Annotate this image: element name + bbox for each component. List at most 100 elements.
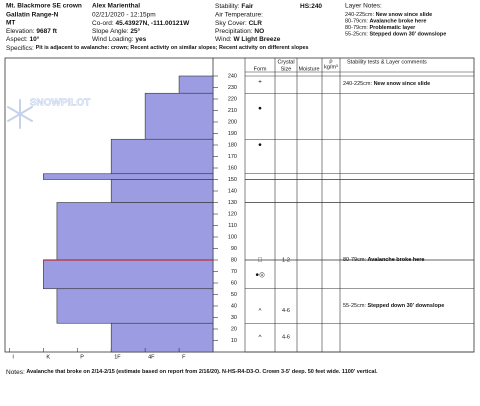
hardness-bar (110, 138, 214, 175)
value: CLR (249, 20, 263, 27)
air-temp: Air Temperature: (215, 12, 263, 19)
label: Specifics: (6, 45, 34, 52)
layer-note: 55-25cm: Stepped down 30' downslope (345, 32, 446, 38)
y-tick-label: 80 (231, 257, 237, 263)
text: Avalanche broke here (369, 19, 426, 25)
label: Stability: (215, 3, 240, 10)
hardness-bar (43, 173, 214, 180)
crystal-form: □ (258, 257, 262, 264)
value: Pit is adjacent to avalanche: crown; Rec… (36, 45, 309, 51)
x-tick-label: P (80, 354, 84, 360)
col-density: ρ (329, 58, 332, 64)
crystal-size: 1-2 (282, 257, 290, 263)
y-tick-label: 160 (228, 165, 237, 171)
text: Problematic layer (369, 25, 416, 31)
hardness-bar (43, 259, 214, 290)
value: 45.43927N, -111.00121W (116, 20, 191, 27)
coord: Co-ord: 45.43927N, -111.00121W (92, 20, 190, 27)
crystal-form: ^ (258, 307, 262, 314)
aspect: Aspect: 10° (6, 35, 40, 43)
range: 80-79cm: (345, 25, 368, 31)
value: yes (135, 36, 146, 43)
value: NO (254, 28, 264, 35)
value: Fair (241, 3, 253, 10)
label: Precipitation: (215, 28, 253, 35)
hardness-bar (56, 202, 214, 261)
crystal-form: ● (258, 105, 262, 112)
hardness-bar (178, 75, 214, 94)
label: Aspect: (6, 36, 28, 43)
label: Wind Loading: (92, 36, 134, 43)
y-tick-label: 110 (228, 223, 237, 229)
value: 10° (30, 35, 40, 43)
stability: Stability: Fair (215, 3, 254, 10)
precip: Precipitation: NO (215, 28, 264, 35)
y-tick-label: 210 (228, 108, 237, 114)
y-tick-label: 130 (228, 200, 237, 206)
crystal-size: 4-6 (282, 335, 290, 341)
text: Avalanche broke here (367, 257, 424, 263)
range: Gallatin Range-N (6, 12, 59, 19)
hs: HS:240 (300, 3, 322, 10)
logo: SNOWPILOT (7, 97, 91, 129)
crystal-form: ^ (258, 334, 262, 341)
value: 9687 ft (36, 28, 57, 35)
sky: Sky Cover: CLR (215, 20, 262, 27)
hardness-bar (110, 179, 214, 203)
range: 240-225cm: (343, 82, 373, 88)
value: 25° (130, 27, 140, 35)
y-tick-label: 120 (228, 211, 237, 217)
label: Co-ord: (92, 20, 114, 27)
label: Elevation: (6, 28, 35, 35)
y-tick-label: 240 (228, 73, 237, 79)
y-tick-label: 60 (231, 280, 237, 286)
text: Stepped down 30' downslope (369, 32, 446, 38)
y-tick-label: 10 (231, 338, 237, 344)
elevation: Elevation: 9687 ft (6, 28, 58, 35)
crystal-form: + (258, 78, 262, 85)
datetime: 02/21/2020 - 12:15pm (92, 12, 156, 19)
text: New snow since slide (374, 82, 431, 88)
x-tick-label: I (12, 354, 14, 360)
value: W Light Breeze (233, 36, 280, 43)
y-tick-label: 200 (228, 119, 237, 125)
label: Slope Angle: (92, 28, 129, 35)
label: HS: (300, 3, 311, 10)
text: Stepped down 30' downslope (367, 303, 444, 309)
y-tick-label: 50 (231, 292, 237, 298)
slope-angle: Slope Angle: 25° (92, 27, 141, 35)
value: 240 (311, 3, 322, 10)
layer-comment: 240-225cm: New snow since slide (343, 82, 430, 88)
layer-comment: 55-25cm: Stepped down 30' downslope (343, 303, 444, 309)
problem-layer (43, 259, 214, 261)
y-tick-label: 230 (228, 85, 237, 91)
y-tick-label: 220 (228, 96, 237, 102)
y-tick-label: 190 (228, 131, 237, 137)
col-density-unit: kg/m³ (324, 64, 338, 70)
range: 80-79cm: (343, 257, 366, 263)
y-tick-label: 30 (231, 315, 237, 321)
state: MT (6, 20, 15, 27)
range: 80-79cm: (345, 19, 368, 25)
layer-note: 80-79cm: Problematic layer (345, 25, 416, 31)
notes: Notes: Avalanche that broke on 2/14-2/15… (6, 369, 378, 376)
y-tick-label: 150 (228, 177, 237, 183)
location: Mt. Blackmore SE crown (6, 3, 82, 10)
y-tick-label: 20 (231, 326, 237, 332)
layer-note: 80-79cm: Avalanche broke here (345, 19, 426, 25)
label: Notes: (6, 369, 25, 376)
x-tick-label: K (46, 354, 50, 360)
label: Wind: (215, 36, 232, 43)
observer: Alex Marienthal (92, 3, 140, 10)
col-comments: Stability tests & Layer comments (347, 59, 427, 65)
crystal-size: 4-6 (282, 308, 290, 314)
wind: Wind: W Light Breeze (215, 36, 281, 43)
y-tick-label: 90 (231, 246, 237, 252)
text: New snow since slide (376, 12, 433, 18)
crystal-form: ●◎ (255, 272, 265, 279)
range: 55-25cm: (343, 303, 366, 309)
layer-comment: 80-79cm: Avalanche broke here (343, 257, 424, 263)
layer-note: 240-225cm: New snow since slide (345, 12, 432, 18)
value: Avalanche that broke on 2/14-2/15 (estim… (26, 369, 378, 375)
wind-loading: Wind Loading: yes (92, 36, 147, 43)
